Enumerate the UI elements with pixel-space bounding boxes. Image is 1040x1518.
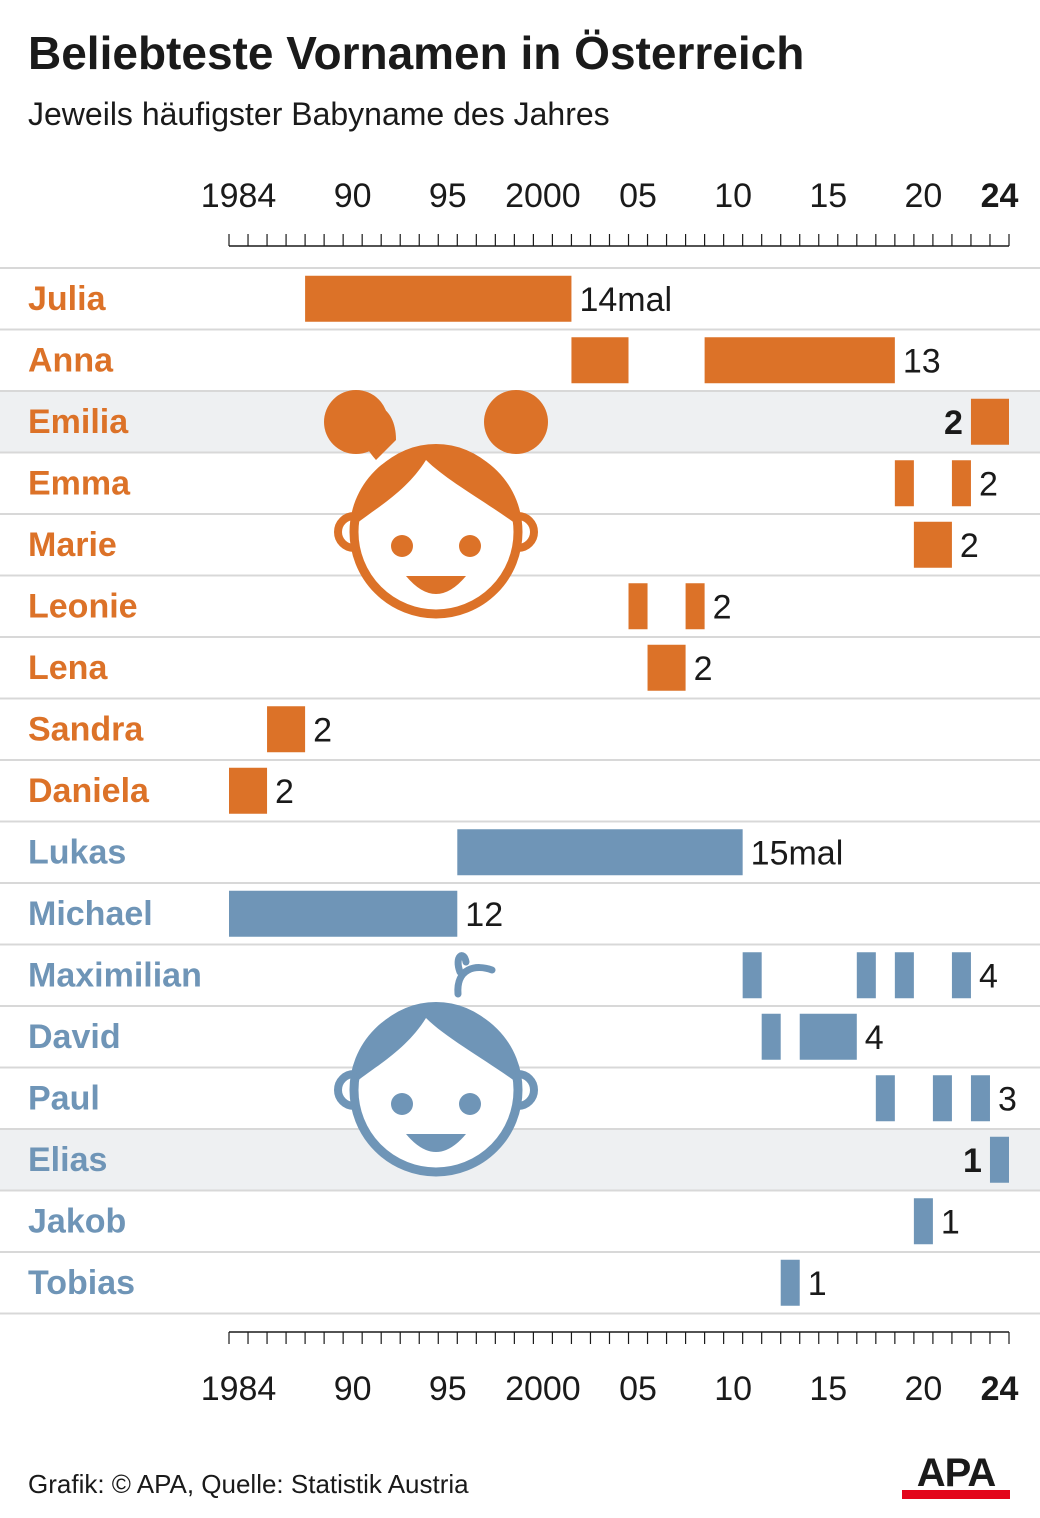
bar-span-emma <box>951 460 971 507</box>
bar-span-paul <box>932 1075 952 1122</box>
bar-count-label: 2 <box>694 650 713 688</box>
chart-subtitle: Jeweils häufigster Babyname des Jahres <box>28 96 610 132</box>
bar-span-paul <box>970 1075 990 1122</box>
bar-span-sandra <box>267 706 306 753</box>
girl-face-icon <box>324 390 548 619</box>
axis-tick-label: 1984 <box>201 1370 277 1408</box>
bar-count-label: 14mal <box>579 281 672 319</box>
row-name-label: Anna <box>28 341 114 379</box>
bar-count-label: 2 <box>313 711 332 749</box>
axis-tick-label: 20 <box>904 177 942 215</box>
bar-span-lena <box>647 644 686 691</box>
row-name-label: Tobias <box>28 1264 135 1302</box>
bar-count-label: 1 <box>963 1142 982 1180</box>
axis-tick-label: 90 <box>334 1370 372 1408</box>
bar-span-leonie <box>628 583 648 630</box>
apa-logo-text: APA <box>917 1452 996 1495</box>
bar-count-label: 3 <box>998 1080 1017 1118</box>
axis-tick-label: 24 <box>981 1370 1019 1408</box>
bar-span-marie <box>913 521 952 568</box>
bar-count-label: 1 <box>808 1265 827 1303</box>
bar-count-label: 2 <box>713 588 732 626</box>
bar-count-label: 13 <box>903 342 941 380</box>
bar-count-label: 12 <box>465 896 503 934</box>
bar-span-julia <box>305 275 572 322</box>
apa-logo-bar <box>902 1490 1010 1499</box>
bar-span-daniela <box>229 767 268 814</box>
axis-tick-label: 95 <box>429 1370 467 1408</box>
axis-tick-label: 10 <box>714 177 752 215</box>
axis-tick-label: 15 <box>809 177 847 215</box>
axis-tick-label: 2000 <box>505 1370 581 1408</box>
row-name-label: Paul <box>28 1079 100 1117</box>
bar-span-lukas <box>457 829 743 876</box>
row-name-label: Elias <box>28 1141 107 1179</box>
row-name-label: Marie <box>28 526 117 564</box>
axis-tick-label: 95 <box>429 177 467 215</box>
axis-tick-label: 24 <box>981 177 1019 215</box>
bar-span-maximilian <box>742 952 762 999</box>
bar-span-paul <box>875 1075 895 1122</box>
row-name-label: Jakob <box>28 1202 126 1240</box>
row-name-label: Lukas <box>28 833 126 871</box>
boy-face-icon <box>334 952 538 1177</box>
bar-count-label: 4 <box>979 957 998 995</box>
bar-span-jakob <box>913 1198 933 1245</box>
bar-span-maximilian <box>951 952 971 999</box>
apa-logo: APA <box>902 1452 1010 1499</box>
bar-span-tobias <box>780 1259 800 1306</box>
row-name-label: David <box>28 1018 121 1056</box>
axis-tick-label: 10 <box>714 1370 752 1408</box>
bar-count-label: 2 <box>944 404 963 442</box>
axis-tick-label: 2000 <box>505 177 581 215</box>
axis-tick-label: 05 <box>619 177 657 215</box>
bar-span-anna <box>571 337 629 384</box>
bar-count-label: 2 <box>960 527 979 565</box>
bar-count-label: 2 <box>275 773 294 811</box>
axis-tick-label: 05 <box>619 1370 657 1408</box>
bar-span-maximilian <box>894 952 914 999</box>
bar-count-label: 15mal <box>751 834 844 872</box>
bar-span-david <box>799 1013 857 1060</box>
bar-count-label: 2 <box>979 465 998 503</box>
axis-tick-label: 20 <box>904 1370 942 1408</box>
bar-span-emilia <box>970 398 1009 445</box>
highlight-row-bg <box>0 1129 1040 1191</box>
row-name-label: Emma <box>28 464 131 502</box>
row-name-label: Maximilian <box>28 956 202 994</box>
bar-span-michael <box>229 890 458 937</box>
chart-title: Beliebteste Vornamen in Österreich <box>28 27 805 79</box>
axis-tick-label: 15 <box>809 1370 847 1408</box>
row-name-label: Lena <box>28 649 108 687</box>
bar-span-elias <box>989 1136 1009 1183</box>
bar-span-maximilian <box>856 952 876 999</box>
bar-span-david <box>761 1013 781 1060</box>
row-name-label: Emilia <box>28 403 129 441</box>
axis-tick-label: 1984 <box>201 177 277 215</box>
row-name-label: Leonie <box>28 587 138 625</box>
bar-span-anna <box>704 337 895 384</box>
row-name-label: Daniela <box>28 772 150 810</box>
row-name-label: Julia <box>28 280 107 318</box>
axis-tick-label: 90 <box>334 177 372 215</box>
row-name-label: Michael <box>28 895 153 933</box>
bar-count-label: 4 <box>865 1019 884 1057</box>
bar-count-label: 1 <box>941 1203 960 1241</box>
footer-source: Grafik: © APA, Quelle: Statistik Austria <box>28 1469 469 1499</box>
bar-span-emma <box>894 460 914 507</box>
bar-span-leonie <box>685 583 705 630</box>
row-name-label: Sandra <box>28 710 144 748</box>
